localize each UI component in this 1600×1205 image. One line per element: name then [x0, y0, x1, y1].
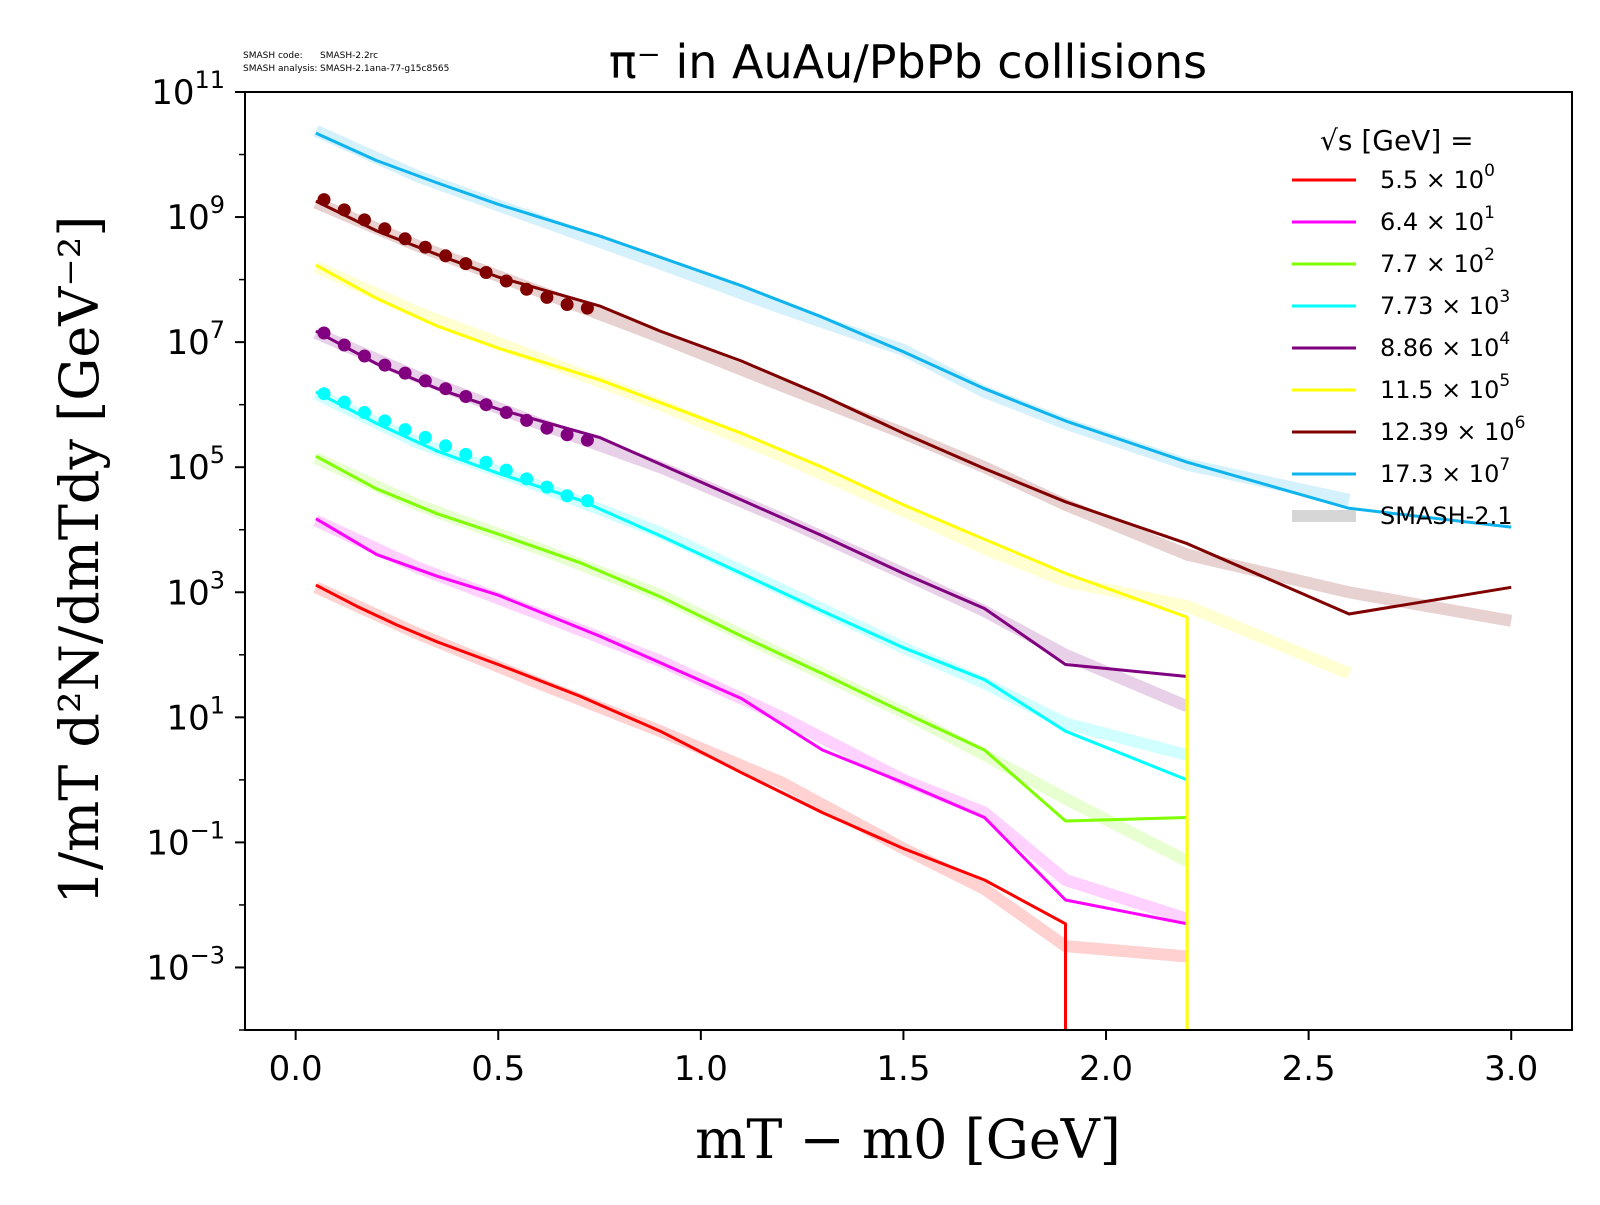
model-band-3 — [313, 388, 1189, 761]
y-axis-label: 1/mT d²N/dmTdy [GeV⁻²] — [48, 215, 111, 904]
x-tick-label-5: 2.5 — [1282, 1049, 1336, 1089]
y-tick-label-9: 109 — [166, 191, 225, 238]
x-tick-label-1: 0.5 — [471, 1049, 525, 1089]
data-point-4-1 — [337, 338, 351, 352]
data-point-4-5 — [418, 374, 432, 388]
series-line-4 — [315, 329, 1188, 678]
data-point-3-12 — [560, 489, 574, 503]
watermark-line1-value: SMASH-2.2rc — [320, 51, 378, 61]
data-point-6-11 — [540, 290, 554, 304]
data-point-3-1 — [337, 395, 351, 409]
series-line-5 — [315, 263, 1189, 1030]
x-tick-label-3: 1.5 — [876, 1049, 930, 1089]
y-tick-label-5: 105 — [166, 441, 225, 488]
legend-label-5: 11.5 × 105 — [1380, 371, 1510, 404]
data-point-6-9 — [499, 274, 513, 288]
data-point-3-11 — [540, 480, 554, 494]
y-tick-label-11: 1011 — [151, 66, 225, 113]
series-line-1 — [315, 517, 1188, 926]
chart-title: π⁻ in AuAu/PbPb collisions — [609, 35, 1207, 89]
x-tick-label-4: 2.0 — [1079, 1049, 1133, 1089]
legend-label-1: 6.4 × 101 — [1380, 203, 1495, 236]
data-point-3-10 — [520, 472, 534, 486]
x-tick-label-0: 0.0 — [269, 1049, 323, 1089]
data-point-4-13 — [580, 433, 594, 447]
data-point-6-6 — [439, 249, 453, 263]
data-point-3-5 — [418, 430, 432, 444]
data-point-6-10 — [520, 282, 534, 296]
legend-label-smash: SMASH-2.1 — [1380, 502, 1512, 530]
series-line-3 — [315, 390, 1188, 782]
legend-label-4: 8.86 × 104 — [1380, 329, 1510, 362]
legend-label-3: 7.73 × 103 — [1380, 287, 1510, 320]
y-tick-label-7: 107 — [166, 316, 225, 363]
series-lines — [315, 131, 1512, 1030]
legend-label-2: 7.7 × 102 — [1380, 245, 1495, 278]
data-point-6-3 — [378, 222, 392, 236]
data-point-6-2 — [358, 213, 371, 227]
legend: √s [GeV] = 5.5 × 100 6.4 × 101 7.7 × 102 7.… — [1292, 124, 1525, 530]
watermark-line2-label: SMASH analysis: — [243, 64, 317, 74]
data-point-3-7 — [459, 447, 473, 461]
watermark-line2-value: SMASH-2.1ana-77-g15c8565 — [320, 64, 449, 74]
data-point-3-13 — [580, 494, 594, 508]
x-tick-label-2: 1.0 — [674, 1049, 728, 1089]
data-point-4-9 — [499, 406, 513, 419]
data-point-6-12 — [560, 298, 574, 311]
y-tick-label--3: 10−3 — [146, 941, 225, 988]
data-point-6-4 — [398, 232, 412, 246]
y-tick-label--1: 10−1 — [146, 816, 225, 863]
x-axis: 0.0 0.5 1.0 1.5 2.0 2.5 3.0 — [269, 1030, 1538, 1089]
series-line-2 — [315, 454, 1188, 823]
legend-label-7: 17.3 × 107 — [1380, 455, 1510, 488]
y-tick-label-1: 101 — [166, 691, 225, 738]
data-point-4-3 — [378, 358, 392, 372]
data-point-6-7 — [459, 257, 473, 271]
data-point-4-10 — [520, 413, 534, 427]
legend-title: √s [GeV] = — [1320, 124, 1474, 157]
series-line-7 — [315, 131, 1512, 529]
legend-label-0: 5.5 × 100 — [1380, 161, 1495, 194]
data-point-3-3 — [378, 414, 392, 428]
x-tick-label-6: 3.0 — [1484, 1049, 1538, 1089]
y-tick-label-3: 103 — [166, 566, 225, 613]
model-band-5 — [313, 261, 1352, 680]
data-point-6-1 — [337, 203, 351, 217]
data-point-4-0 — [317, 326, 331, 340]
data-point-3-4 — [398, 423, 412, 437]
data-point-4-4 — [398, 366, 412, 380]
data-point-4-2 — [358, 349, 371, 363]
data-markers — [317, 193, 594, 508]
watermark-line1-label: SMASH code: — [243, 51, 303, 61]
plot-frame — [244, 91, 1573, 1031]
data-point-4-12 — [560, 428, 574, 442]
data-point-4-7 — [459, 390, 473, 403]
data-point-6-13 — [580, 301, 594, 315]
series-line-0 — [315, 583, 1067, 1030]
data-point-6-8 — [479, 266, 493, 279]
x-axis-label: mT − m0 [GeV] — [695, 1108, 1121, 1171]
legend-label-6: 12.39 × 106 — [1380, 413, 1525, 446]
data-point-4-6 — [439, 382, 453, 396]
data-point-3-6 — [439, 439, 453, 453]
data-point-4-11 — [540, 421, 554, 435]
data-point-3-8 — [479, 455, 493, 469]
data-point-3-2 — [358, 406, 371, 419]
data-point-3-9 — [499, 463, 513, 477]
data-point-4-8 — [479, 398, 493, 412]
data-point-6-5 — [418, 240, 432, 254]
y-axis: 10−3 10−1 101 103 105 107 109 1011 — [146, 66, 245, 1031]
data-point-6-0 — [317, 193, 331, 207]
data-point-3-0 — [317, 387, 331, 401]
